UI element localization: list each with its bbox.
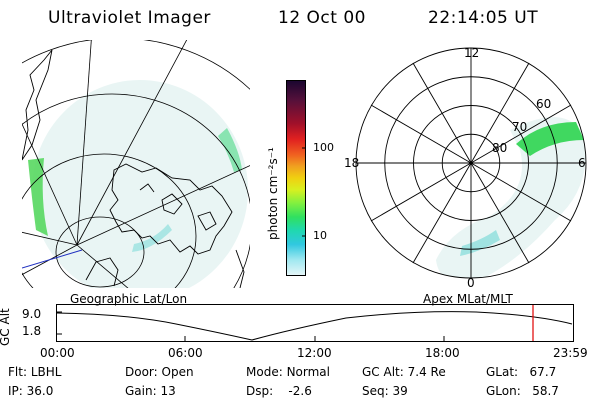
aurora-glow [436,117,586,278]
status-dsp: Dsp: -2.6 [246,384,312,398]
status-ip: IP: 36.0 [8,384,54,398]
altitude-xtick-1800: 18:00 [425,346,460,360]
status-gcalt: GC Alt: 7.4 Re [362,365,446,379]
altitude-ytick-9: 9.0 [22,307,42,321]
altitude-xtick-0600: 06:00 [168,346,203,360]
status-glat-value: 67.7 [529,365,557,379]
mlat-label-80: 80 [492,141,508,155]
altitude-plot [56,304,574,342]
colorbar-tick-10: 10 [313,229,327,242]
status-seq-value: 39 [392,384,408,398]
colorbar-unit-label: photon cm⁻²s⁻¹ [266,147,280,240]
coastlines [22,49,245,288]
altitude-curve [56,311,573,341]
time-label: 22:14:05 UT [428,8,539,28]
status-glon-value: 58.7 [532,384,559,398]
mlat-label-60: 60 [536,97,552,111]
status-flt: Flt: LBHL [8,365,62,379]
mlat-label-70: 70 [512,120,528,134]
status-door: Door: Open [125,365,194,379]
aurora-band-right [218,128,242,172]
magnetic-polar-map [355,47,587,279]
mlt-label-0: 0 [467,276,475,290]
longitude-lines [22,40,250,288]
geographic-map [22,40,250,288]
colorbar [286,80,306,276]
status-glat: GLat: 67.7 [486,365,557,379]
altitude-ylabel: GC Alt [0,308,12,346]
status-gain: Gain: 13 [125,384,176,398]
status-dsp-value: -2.6 [288,384,312,398]
mlt-label-12: 12 [464,46,480,60]
status-seq: Seq: 39 [362,384,408,398]
mlt-label-6: 6 [578,156,586,170]
mlt-lines [356,48,586,278]
altitude-xtick-1200: 12:00 [297,346,332,360]
status-mode: Mode: Normal [246,365,330,379]
status-door-value: Open [161,365,194,379]
status-ip-value: 36.0 [26,384,54,398]
aurora-band [516,122,584,156]
aurora-glow [32,80,248,288]
status-glon: GLon: 58.7 [486,384,559,398]
date-label: 12 Oct 00 [278,8,366,28]
geographic-caption: Geographic Lat/Lon [70,292,188,306]
lat-circle [22,93,250,288]
colorbar-tick-100: 100 [313,141,334,154]
lat-circle [22,153,197,288]
altitude-ytick-1-8: 1.8 [22,324,42,338]
status-gcalt-value: 7.4 Re [407,365,446,379]
mlt-label-18: 18 [344,156,360,170]
status-flt-value: LBHL [30,365,62,379]
status-mode-value: Normal [286,365,330,379]
apex-caption: Apex MLat/MLT [423,292,513,306]
instrument-title: Ultraviolet Imager [48,8,211,28]
lat-circle [55,216,145,288]
status-gain-value: 13 [160,384,176,398]
aurora-band-left [28,158,48,236]
altitude-xtick-2359: 23:59 [553,346,588,360]
altitude-xtick-0000: 00:00 [40,346,75,360]
